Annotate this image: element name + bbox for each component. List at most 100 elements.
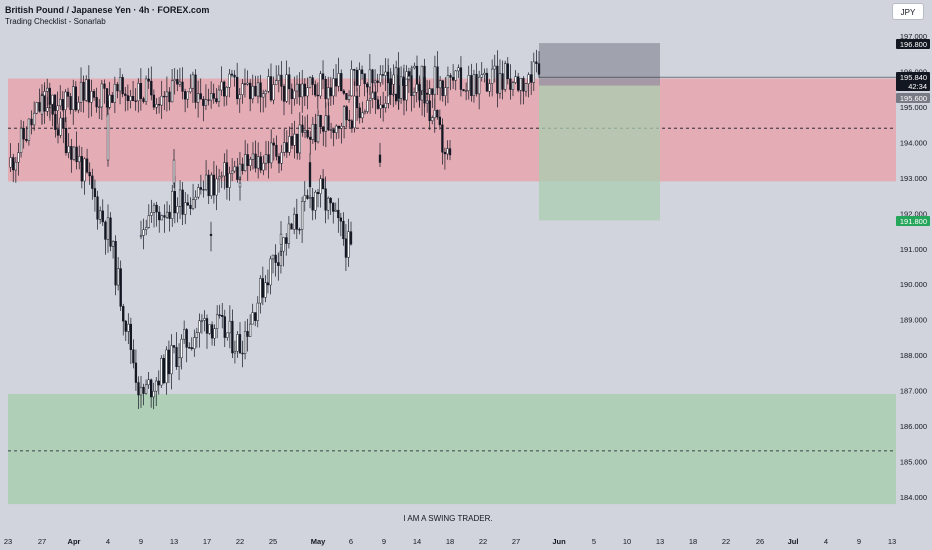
indicator-label[interactable]: Trading Checklist - Sonarlab: [5, 17, 106, 26]
candle-body: [308, 162, 312, 188]
candle-body: [319, 73, 322, 97]
time-axis[interactable]: 23 27 Apr 4 9 13 17 22 25 May 6 9 14 18 22 27 Jun 5 10 13 18…: [4, 537, 896, 546]
candle-body: [181, 189, 184, 215]
candle-body: [392, 93, 395, 96]
candle-body: [244, 154, 247, 172]
candle-body: [267, 76, 270, 92]
candle-body: [212, 93, 215, 99]
candle-body: [9, 157, 12, 168]
candle-body: [80, 156, 83, 182]
candle-body: [358, 107, 361, 119]
chart-watermark-text: I AM A SWING TRADER.: [403, 514, 493, 523]
candle-body: [378, 154, 382, 163]
candle-body: [91, 175, 94, 189]
candle-body: [340, 73, 343, 92]
candle-body: [74, 86, 77, 111]
candle-body: [266, 282, 270, 286]
candle-body: [358, 69, 361, 86]
candle-body: [316, 115, 320, 143]
candle-body: [288, 74, 291, 90]
candle-body: [177, 357, 181, 368]
candle-body: [269, 76, 273, 101]
candle-body: [420, 65, 424, 92]
candle-body: [145, 227, 148, 230]
candle-body: [509, 78, 512, 90]
candle-body: [193, 337, 196, 349]
candle-body: [483, 72, 486, 75]
candle-body: [293, 90, 296, 100]
candle-body: [116, 84, 119, 92]
candle-body: [270, 142, 273, 164]
stop-level-tag-label: 196.800: [900, 40, 927, 49]
candle-body: [402, 76, 405, 86]
candle-body: [183, 91, 187, 100]
candle-body: [340, 126, 343, 129]
candle-body: [443, 151, 447, 155]
candle-body: [67, 146, 70, 154]
candle-body: [204, 174, 208, 190]
candle-body: [236, 76, 239, 100]
candle-body: [175, 347, 178, 368]
candle-body: [399, 76, 403, 99]
x-tick-label: 18: [446, 537, 454, 546]
candle-body: [535, 61, 538, 64]
candle-body: [448, 148, 452, 156]
candle-body: [139, 83, 143, 99]
candle-body: [382, 104, 385, 108]
candle-body: [327, 197, 330, 211]
candle-body: [38, 102, 41, 112]
candle-body: [329, 87, 332, 97]
candle-body: [150, 379, 153, 398]
candle-body: [173, 79, 176, 82]
candle-body: [22, 127, 25, 140]
candle-body: [30, 118, 33, 126]
candle-body: [180, 338, 183, 359]
candle-body: [17, 152, 20, 163]
candle-body: [62, 117, 65, 129]
candle-body: [410, 76, 413, 97]
candle-body: [196, 93, 200, 103]
position-tool[interactable]: [539, 43, 896, 221]
candle-body: [449, 75, 452, 78]
candle-body: [249, 82, 252, 100]
candle-body: [56, 105, 59, 111]
y-tick-label: 191.000: [900, 245, 927, 254]
candle-body: [498, 73, 502, 94]
candle-body: [134, 362, 138, 383]
candle-body: [322, 126, 325, 132]
candle-body: [233, 350, 237, 354]
y-tick-label: 188.000: [900, 351, 927, 360]
candle-body: [170, 80, 174, 103]
price-axis[interactable]: 197.000 196.000 195.000 194.000 193.000 192.0…: [900, 32, 927, 502]
currency-button[interactable]: JPY: [892, 3, 924, 20]
candle-body: [334, 209, 337, 212]
x-tick-label: 4: [106, 537, 110, 546]
candle-body: [298, 83, 301, 98]
candle-body: [61, 99, 64, 111]
candle-body: [117, 268, 120, 286]
candle-body: [329, 197, 332, 204]
candle-body: [64, 128, 68, 154]
candle-body: [96, 196, 99, 220]
candle-body: [264, 282, 267, 298]
y-tick-label: 186.000: [900, 422, 927, 431]
candle-body: [350, 120, 354, 129]
candle-body: [236, 166, 239, 180]
candle-body: [46, 107, 49, 112]
candle-body: [14, 161, 17, 171]
x-tick-label: 9: [139, 537, 143, 546]
candle-body: [158, 211, 161, 221]
candle-body: [425, 92, 429, 95]
candle-body: [46, 87, 49, 92]
candle-body: [293, 213, 296, 230]
candle-body: [168, 211, 171, 219]
candle-body: [199, 93, 202, 100]
candle-body: [303, 130, 307, 133]
candle-body: [349, 231, 353, 245]
candle-body: [119, 268, 122, 307]
candle-body: [272, 142, 275, 146]
candle-body: [233, 166, 236, 172]
candle-body: [296, 133, 299, 154]
candle-body: [493, 65, 496, 70]
